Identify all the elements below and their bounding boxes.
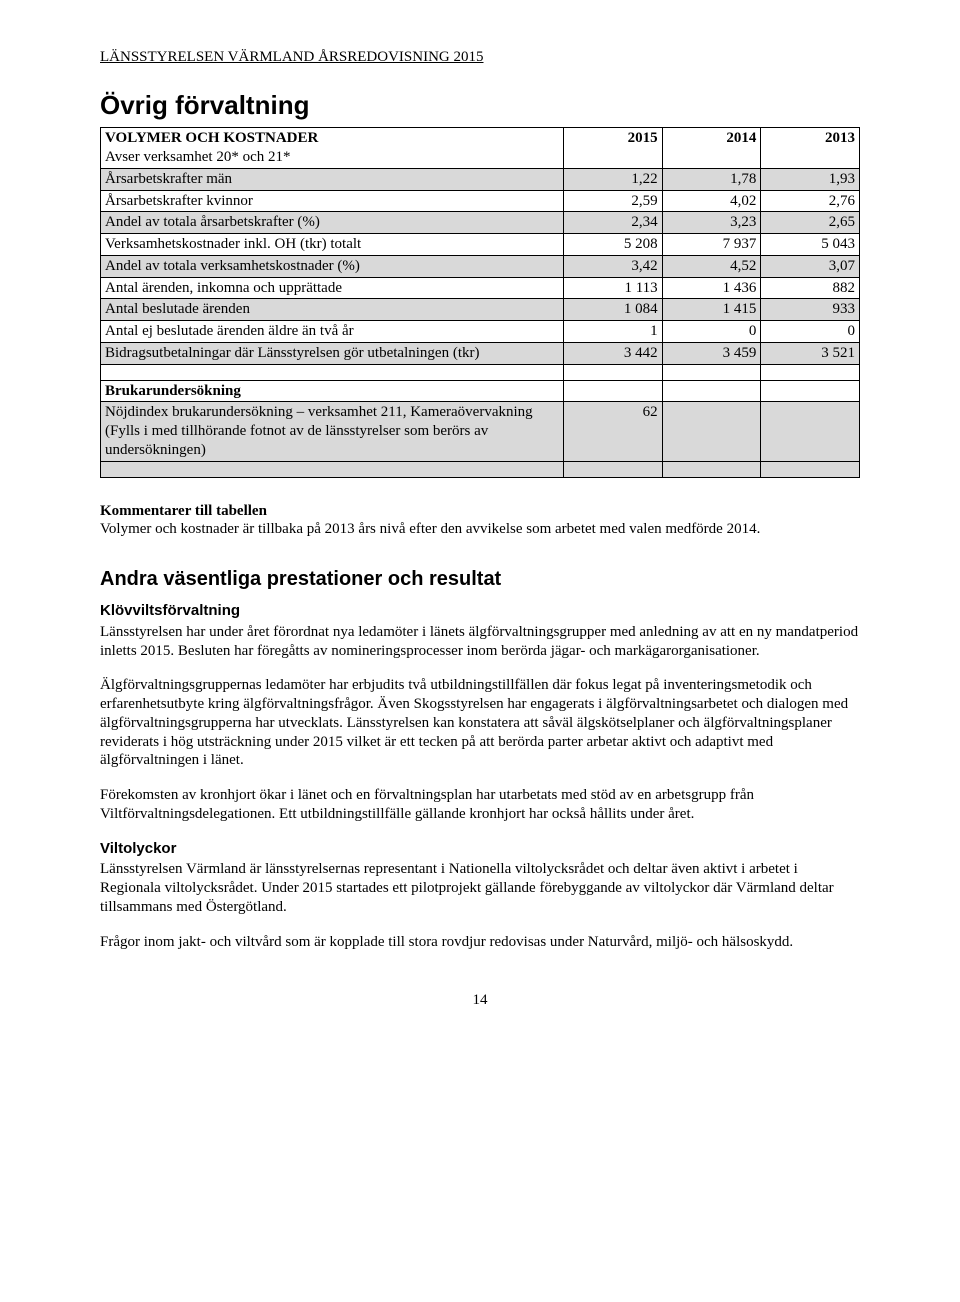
table-header-label: VOLYMER OCH KOSTNADER Avser verksamhet 2…	[101, 128, 564, 169]
subheading-viltolyckor: Viltolyckor	[100, 840, 860, 859]
page-title: Övrig förvaltning	[100, 89, 860, 122]
table-header-sub: Avser verksamhet 20* och 21*	[105, 148, 559, 167]
row-val: 4,02	[662, 190, 761, 212]
year-col-1: 2014	[662, 128, 761, 169]
row-label: Antal beslutade ärenden	[101, 299, 564, 321]
survey-val	[761, 402, 860, 461]
row-val: 4,52	[662, 255, 761, 277]
row-label: Verksamhetskostnader inkl. OH (tkr) tota…	[101, 234, 564, 256]
row-val: 1 436	[662, 277, 761, 299]
row-val: 3 459	[662, 342, 761, 364]
table-header-row: VOLYMER OCH KOSTNADER Avser verksamhet 2…	[101, 128, 860, 169]
year-col-2: 2013	[761, 128, 860, 169]
row-val: 3,23	[662, 212, 761, 234]
table-row: Antal ej beslutade ärenden äldre än två …	[101, 321, 860, 343]
row-label: Årsarbetskrafter män	[101, 168, 564, 190]
row-val: 5 208	[564, 234, 663, 256]
table-row: Antal ärenden, inkomna och upprättade 1 …	[101, 277, 860, 299]
paragraph: Länsstyrelsen har under året förordnat n…	[100, 623, 860, 661]
comments-block: Kommentarer till tabellen Volymer och ko…	[100, 502, 860, 540]
survey-label: Nöjdindex brukarundersökning – verksamhe…	[101, 402, 564, 461]
row-val: 1 415	[662, 299, 761, 321]
row-val: 3,42	[564, 255, 663, 277]
row-val: 1,78	[662, 168, 761, 190]
table-row: Antal beslutade ärenden 1 084 1 415 933	[101, 299, 860, 321]
survey-val	[662, 402, 761, 461]
paragraph: Älgförvaltningsgruppernas ledamöter har …	[100, 676, 860, 770]
row-label: Antal ej beslutade ärenden äldre än två …	[101, 321, 564, 343]
row-val: 882	[761, 277, 860, 299]
row-val: 2,76	[761, 190, 860, 212]
table-row: Årsarbetskrafter kvinnor 2,59 4,02 2,76	[101, 190, 860, 212]
row-label: Andel av totala verksamhetskostnader (%)	[101, 255, 564, 277]
survey-row: Nöjdindex brukarundersökning – verksamhe…	[101, 402, 860, 461]
row-val: 0	[662, 321, 761, 343]
table-spacer-row	[101, 461, 860, 477]
row-val: 933	[761, 299, 860, 321]
subheading-klovvilt: Klövviltsförvaltning	[100, 602, 860, 621]
row-label: Bidragsutbetalningar där Länsstyrelsen g…	[101, 342, 564, 364]
paragraph: Länsstyrelsen Värmland är länsstyrelsern…	[100, 860, 860, 916]
table-row: Årsarbetskrafter män 1,22 1,78 1,93	[101, 168, 860, 190]
row-val: 1,93	[761, 168, 860, 190]
row-val: 5 043	[761, 234, 860, 256]
comments-title: Kommentarer till tabellen	[100, 502, 860, 521]
table-row: Verksamhetskostnader inkl. OH (tkr) tota…	[101, 234, 860, 256]
survey-header-row: Brukarundersökning	[101, 380, 860, 402]
row-label: Andel av totala årsarbetskrafter (%)	[101, 212, 564, 234]
volumes-costs-table: VOLYMER OCH KOSTNADER Avser verksamhet 2…	[100, 127, 860, 477]
row-val: 1,22	[564, 168, 663, 190]
row-val: 3,07	[761, 255, 860, 277]
row-val: 2,34	[564, 212, 663, 234]
survey-val: 62	[564, 402, 663, 461]
table-row: Bidragsutbetalningar där Länsstyrelsen g…	[101, 342, 860, 364]
table-spacer-row	[101, 364, 860, 380]
paragraph: Förekomsten av kronhjort ökar i länet oc…	[100, 786, 860, 824]
row-val: 7 937	[662, 234, 761, 256]
table-header-main: VOLYMER OCH KOSTNADER	[105, 129, 559, 148]
row-val: 3 521	[761, 342, 860, 364]
table-row: Andel av totala årsarbetskrafter (%) 2,3…	[101, 212, 860, 234]
row-val: 1	[564, 321, 663, 343]
survey-header: Brukarundersökning	[101, 380, 564, 402]
row-val: 1 084	[564, 299, 663, 321]
section-heading-results: Andra väsentliga prestationer och result…	[100, 567, 860, 592]
row-val: 2,65	[761, 212, 860, 234]
page-header: LÄNSSTYRELSEN VÄRMLAND ÅRSREDOVISNING 20…	[100, 48, 860, 67]
row-val: 2,59	[564, 190, 663, 212]
row-val: 0	[761, 321, 860, 343]
comments-text: Volymer och kostnader är tillbaka på 201…	[100, 520, 860, 539]
row-label: Årsarbetskrafter kvinnor	[101, 190, 564, 212]
row-label: Antal ärenden, inkomna och upprättade	[101, 277, 564, 299]
row-val: 3 442	[564, 342, 663, 364]
paragraph: Frågor inom jakt- och viltvård som är ko…	[100, 933, 860, 952]
row-val: 1 113	[564, 277, 663, 299]
year-col-0: 2015	[564, 128, 663, 169]
page-number: 14	[100, 991, 860, 1010]
table-row: Andel av totala verksamhetskostnader (%)…	[101, 255, 860, 277]
